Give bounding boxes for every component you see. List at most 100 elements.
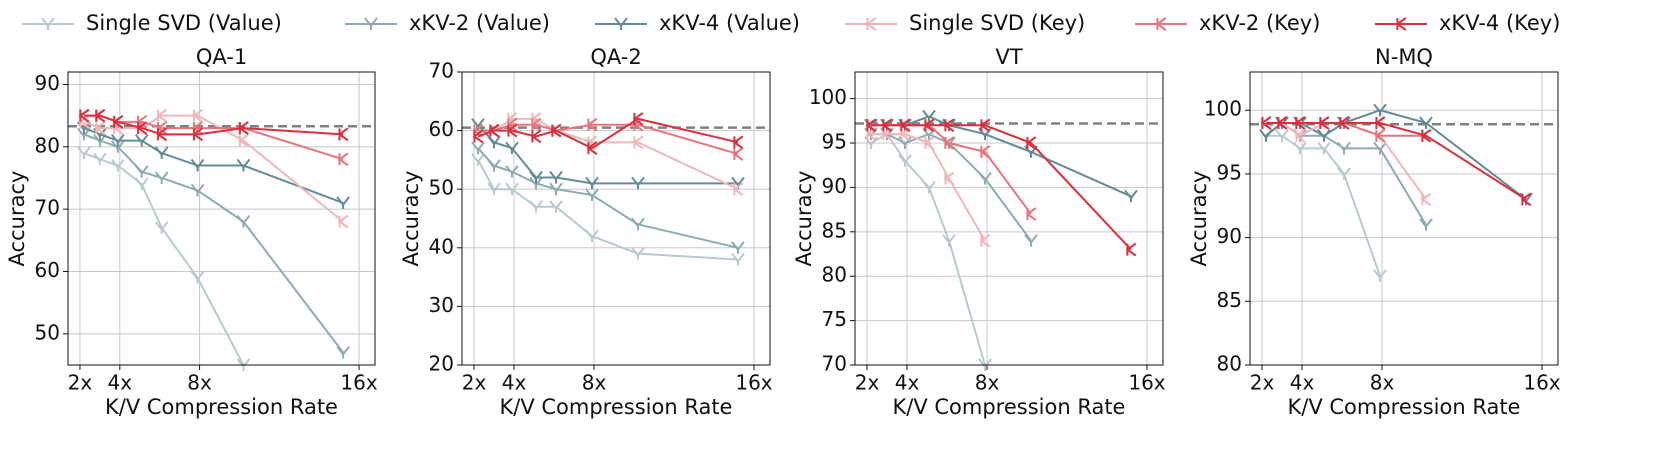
series-marker	[1260, 116, 1272, 130]
series-marker	[732, 135, 744, 150]
series-marker	[506, 123, 518, 138]
y-tick-label: 75	[822, 307, 847, 331]
series-marker	[487, 182, 501, 196]
y-tick-label: 50	[429, 176, 454, 200]
series-marker	[1373, 269, 1387, 282]
y-tick-label: 85	[1217, 288, 1242, 312]
series-marker	[978, 171, 992, 185]
series-marker	[1374, 116, 1386, 130]
series-line	[83, 114, 344, 223]
x-tick-label: 16x	[1128, 371, 1165, 395]
series-marker	[471, 153, 485, 166]
series-marker	[111, 140, 125, 153]
series-marker	[487, 135, 501, 149]
series-marker	[549, 170, 563, 184]
series-marker	[1419, 116, 1433, 129]
subplot: 80 85 90 95 100 2x 4x 8x 16x N-MQ K/V Compression …	[1187, 45, 1561, 419]
series-marker	[586, 117, 598, 132]
y-tick-label: 60	[429, 117, 454, 141]
series-marker	[1259, 129, 1273, 142]
series-marker	[1294, 116, 1306, 130]
series-marker	[154, 171, 169, 184]
series-line	[83, 127, 344, 204]
series-marker	[585, 188, 599, 202]
series-marker	[337, 214, 349, 229]
series-marker	[238, 121, 249, 135]
series-marker	[1317, 129, 1331, 142]
x-tick-label: 2x	[68, 371, 93, 395]
x-tick-label: 8x	[187, 371, 212, 395]
series-marker	[881, 118, 893, 133]
series-marker	[136, 121, 148, 135]
series-marker	[238, 133, 249, 148]
x-tick-label: 16x	[340, 371, 377, 395]
subplot-title: N-MQ	[1375, 45, 1433, 69]
y-tick-label: 20	[429, 352, 454, 376]
series-marker	[1276, 116, 1288, 130]
series-marker	[979, 233, 991, 248]
y-axis-label: Accuracy	[1187, 171, 1211, 267]
series-marker	[472, 129, 484, 144]
x-tick-label: 2x	[855, 371, 880, 395]
series-marker	[632, 135, 644, 150]
y-tick-label: 80	[1217, 352, 1242, 376]
series-marker	[978, 358, 992, 371]
x-tick-label: 2x	[462, 371, 487, 395]
x-tick-label: 4x	[895, 371, 920, 395]
series-marker	[190, 271, 205, 284]
series-marker	[979, 118, 991, 133]
x-tick-label: 4x	[108, 371, 133, 395]
x-tick-label: 16x	[735, 371, 772, 395]
x-axis-label: K/V Compression Rate	[500, 395, 733, 419]
series-marker	[631, 247, 645, 260]
y-tick-label: 95	[822, 130, 847, 154]
legend-marker	[614, 17, 628, 30]
subplot-title: QA-2	[590, 45, 641, 69]
series-marker	[111, 158, 125, 172]
series-marker	[585, 229, 599, 243]
series-marker	[529, 176, 543, 190]
series-marker	[530, 129, 542, 144]
series-marker	[1520, 192, 1532, 207]
series-line	[477, 117, 739, 150]
series-marker	[154, 146, 169, 160]
series-marker	[78, 108, 90, 123]
x-tick-label: 8x	[1370, 371, 1395, 395]
series-marker	[93, 133, 107, 147]
y-tick-label: 80	[822, 263, 847, 287]
x-axis-label: K/V Compression Rate	[893, 395, 1126, 419]
series-marker	[236, 158, 251, 172]
x-tick-label: 4x	[502, 371, 527, 395]
series-line	[1266, 134, 1381, 277]
series-marker	[1317, 141, 1331, 155]
series-marker	[1293, 141, 1307, 155]
series-marker	[1337, 141, 1351, 155]
x-tick-label: 8x	[582, 371, 607, 395]
series-line	[870, 132, 986, 365]
series-marker	[1318, 116, 1330, 130]
y-tick-label: 90	[822, 174, 847, 198]
subplot: 50 60 70 80 90 2x 4x 8x 16x QA-1 K/V Compression R…	[5, 45, 378, 419]
series-marker	[529, 200, 543, 213]
series-marker	[586, 141, 598, 155]
legend-marker	[364, 17, 378, 30]
series-marker	[631, 176, 645, 190]
y-tick-label: 100	[1204, 97, 1242, 121]
series-marker	[899, 118, 911, 133]
series-marker	[1294, 128, 1306, 143]
y-tick-label: 95	[1217, 160, 1242, 184]
subplot-title: VT	[995, 45, 1022, 69]
series-marker	[549, 200, 563, 213]
x-axis-label: K/V Compression Rate	[1288, 395, 1521, 419]
series-marker	[1373, 103, 1387, 117]
series-marker	[336, 196, 350, 209]
series-marker	[77, 146, 91, 160]
series-marker	[942, 234, 956, 247]
series-marker	[94, 108, 106, 123]
series-marker	[865, 118, 877, 133]
series-marker	[943, 136, 955, 150]
series-marker	[529, 170, 543, 184]
y-tick-label: 60	[35, 258, 60, 282]
y-axis-label: Accuracy	[399, 171, 423, 267]
series-marker	[898, 154, 912, 167]
